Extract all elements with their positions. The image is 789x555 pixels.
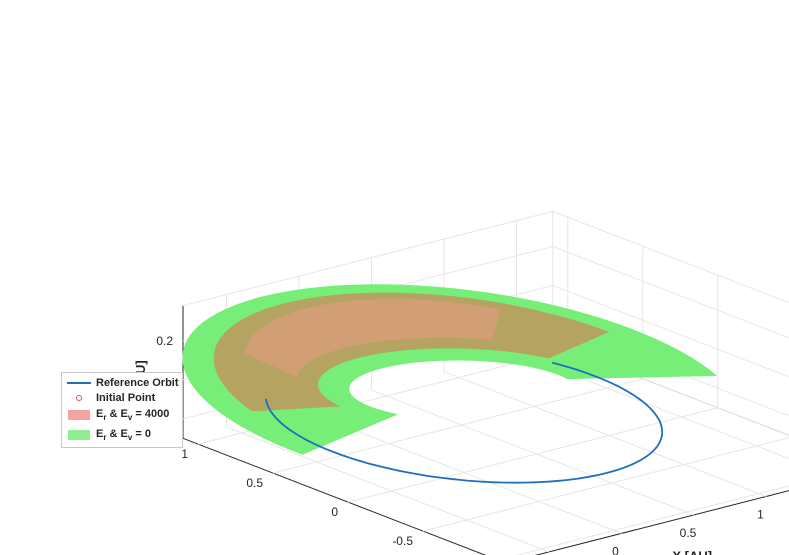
legend-item-reference-orbit: Reference Orbit [66,376,179,390]
legend-patch-icon [66,410,92,420]
legend-marker-icon [66,393,92,403]
x-tick-label: 1 [757,507,764,521]
reference-orbit-line [265,361,664,484]
grid-line [226,426,550,553]
grid-line [272,378,643,474]
x-tick-label: 0.5 [680,526,697,540]
legend-label: Er & Ev = 0 [96,428,151,442]
legend-label: Initial Point [96,392,156,404]
grid-line [443,371,767,497]
grid-line [515,485,789,555]
legend: Reference Orbit Initial Point Er & Ev = … [61,372,183,448]
grid-line [371,389,695,516]
legend-line-icon [66,378,92,388]
legend-item-er-ev-4000: Er & Ev = 4000 [66,408,169,422]
grid-line [552,210,789,304]
surface-layer [182,284,718,455]
legend-item-initial-point: Initial Point [66,391,155,405]
grid-line [552,245,789,339]
x-axis-label: X [AU] [672,548,712,555]
legend-item-er-ev-0: Er & Ev = 0 [66,428,151,442]
grid-line [422,437,789,532]
grid-line [182,210,553,307]
grid-line [552,284,789,378]
z-tick-label: 0.2 [156,334,173,348]
y-tick-label: 0.5 [246,476,263,490]
axis-line-y [182,437,487,555]
y-tick-label: 1 [181,447,188,461]
orbit-layer [265,361,664,484]
legend-label: Reference Orbit [96,377,179,389]
y-tick-label: -0.5 [392,534,413,548]
y-tick-label: 0 [331,505,338,519]
legend-patch-icon [66,430,92,440]
x-tick-label: 0 [612,544,619,555]
axis-line-x [534,490,789,555]
surface-er-ev-4000-patch [245,299,501,378]
grid-line [347,407,718,503]
legend-label: Er & Ev = 4000 [96,408,170,422]
